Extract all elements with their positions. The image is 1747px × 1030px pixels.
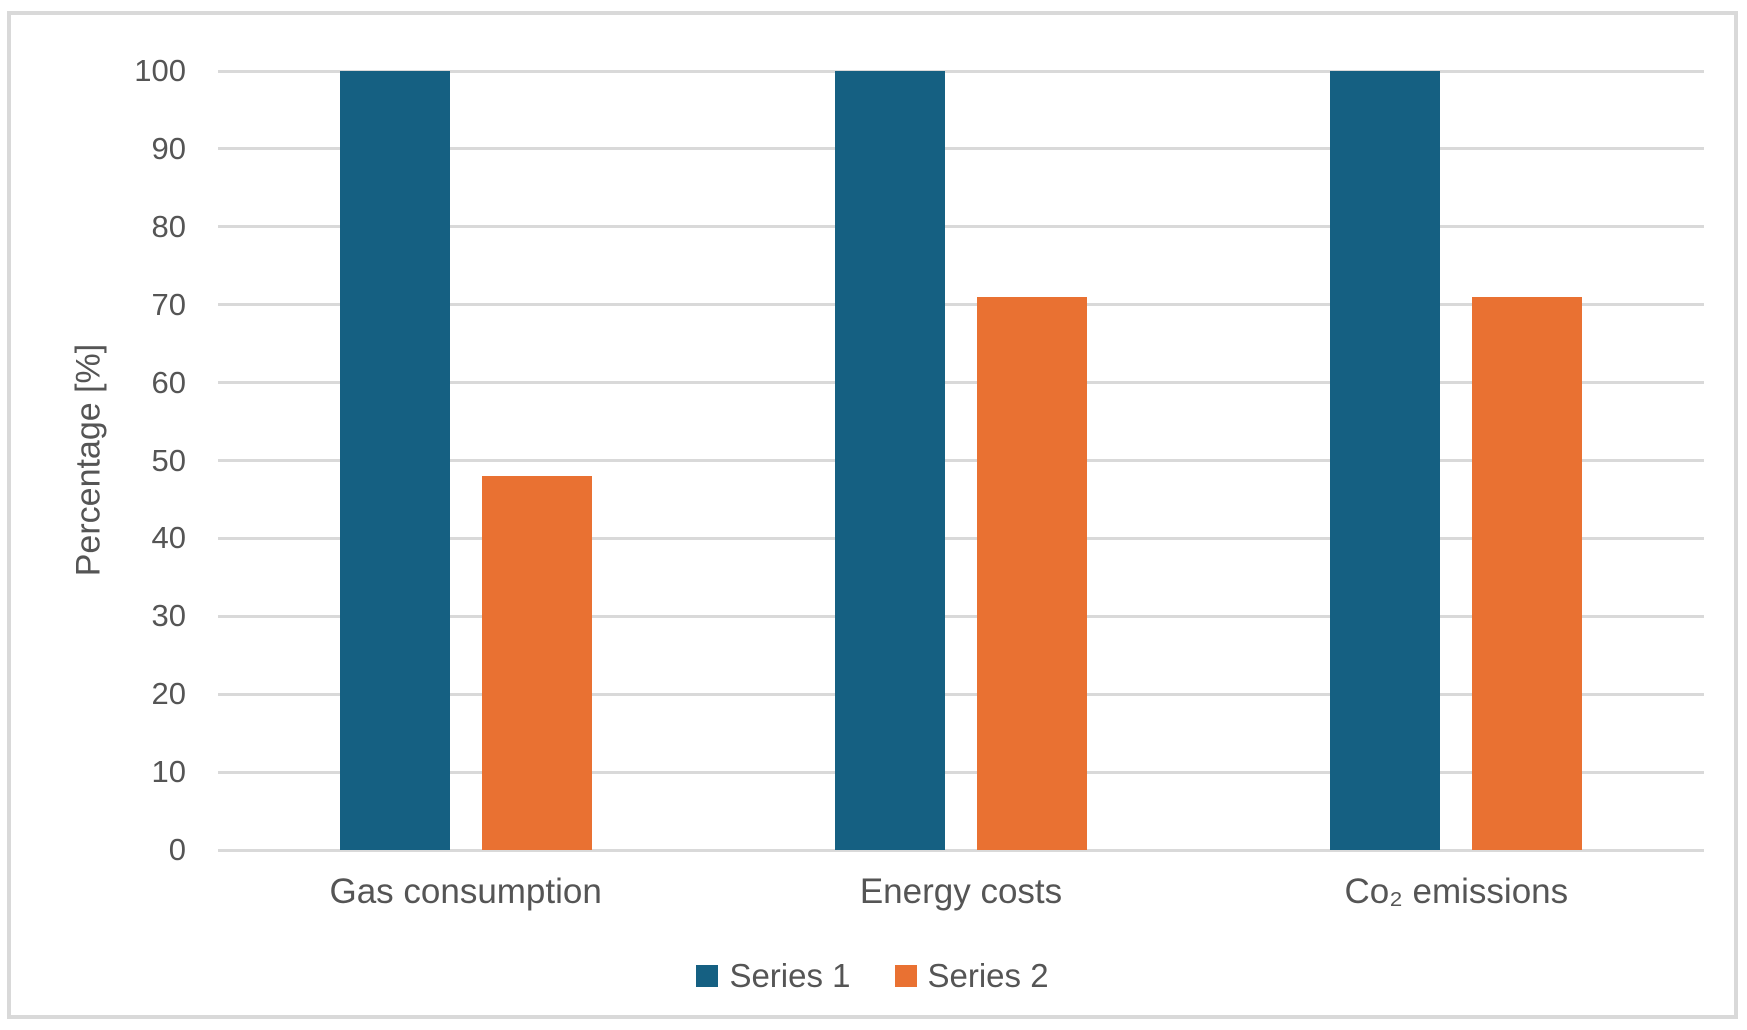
gridline-60: [218, 381, 1704, 385]
x-label-gas-consumption: Gas consumption: [329, 872, 602, 911]
y-tick-label-20: 20: [151, 676, 186, 712]
category-group-energy-costs: [713, 71, 1208, 850]
y-tick-label-100: 100: [134, 53, 186, 88]
y-tick-label-50: 50: [151, 442, 186, 478]
bar-series-1-gas-consumption: [339, 71, 450, 850]
y-tick-label-10: 10: [151, 754, 186, 790]
gridline-100: [218, 69, 1704, 73]
category-group-gas-consumption: [218, 71, 713, 850]
plot-area: [218, 69, 1704, 852]
legend-item-series-1: Series 1: [696, 957, 851, 995]
y-tick-label-60: 60: [151, 364, 186, 400]
y-tick-label-0: 0: [168, 832, 186, 867]
y-tick-label-40: 40: [151, 520, 186, 556]
gridline-90: [218, 147, 1704, 151]
bar-series-1-co-emissions: [1330, 71, 1441, 850]
gridline-50: [218, 459, 1704, 462]
gridline-70: [218, 303, 1704, 307]
legend-label-series-2: Series 2: [927, 957, 1049, 994]
bar-series-2-energy-costs: [976, 296, 1087, 850]
gridline-0: [218, 848, 1704, 852]
y-tick-label-90: 90: [151, 130, 186, 166]
bar-series-1-energy-costs: [834, 71, 945, 850]
y-tick-label-70: 70: [151, 286, 186, 322]
legend-swatch-series-2: [894, 965, 917, 987]
category-group-co-emissions: [1209, 71, 1704, 850]
legend-item-series-2: Series 2: [894, 957, 1049, 995]
legend-swatch-series-1: [696, 965, 719, 987]
bar-series-2-gas-consumption: [481, 476, 592, 850]
legend-label-series-1: Series 1: [729, 957, 851, 994]
chart-frame: Percentage [%] 0 10 20 30 40 50 60 70 80 90 100 Ga…: [7, 11, 1738, 1019]
legend: Series 1 Series 2: [11, 957, 1734, 995]
bar-groups: [218, 71, 1704, 850]
gridline-80: [218, 225, 1704, 229]
x-label-energy-costs: Energy costs: [859, 872, 1063, 911]
y-tick-label-30: 30: [151, 598, 186, 634]
gridline-40: [218, 536, 1704, 540]
x-label-co-emissions: Co₂ emissions: [1344, 872, 1569, 911]
gridline-30: [218, 614, 1704, 618]
gridline-20: [218, 692, 1704, 696]
x-axis-category-labels: Gas consumption Energy costs Co₂ emissions: [218, 871, 1704, 913]
gridline-10: [218, 770, 1704, 774]
y-tick-label-80: 80: [151, 208, 186, 244]
bar-series-2-co-emissions: [1472, 296, 1583, 850]
